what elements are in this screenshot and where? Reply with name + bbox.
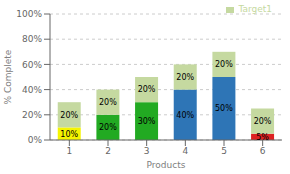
svg-text:20%: 20% — [99, 123, 117, 132]
svg-text:1: 1 — [66, 146, 72, 156]
svg-text:50%: 50% — [215, 104, 233, 113]
svg-text:6: 6 — [260, 146, 266, 156]
svg-text:80%: 80% — [22, 34, 42, 44]
svg-text:20%: 20% — [60, 111, 78, 120]
svg-text:60%: 60% — [22, 60, 42, 70]
svg-text:% Complete: % Complete — [8, 49, 13, 104]
html-text:Target1: Target1 — [238, 4, 272, 14]
svg-text:20%: 20% — [99, 98, 117, 107]
svg-text:0%: 0% — [28, 135, 43, 145]
svg-text:40%: 40% — [22, 85, 42, 95]
svg-text:20%: 20% — [254, 117, 272, 126]
svg-text:2: 2 — [105, 146, 111, 156]
svg-text:100%: 100% — [16, 9, 42, 19]
svg-text:5: 5 — [221, 146, 227, 156]
svg-text:20%: 20% — [215, 60, 233, 69]
svg-text:3: 3 — [144, 146, 150, 156]
svg-text:5%: 5% — [256, 133, 269, 142]
svg-text:Products: Products — [147, 160, 186, 170]
svg-text:20%: 20% — [176, 73, 194, 82]
svg-text:4: 4 — [182, 146, 188, 156]
svg-text:10%: 10% — [60, 130, 78, 139]
svg-text:30%: 30% — [138, 117, 156, 126]
svg-text:20%: 20% — [138, 85, 156, 94]
svg-text:20%: 20% — [22, 110, 42, 120]
svg-text:40%: 40% — [176, 111, 194, 120]
